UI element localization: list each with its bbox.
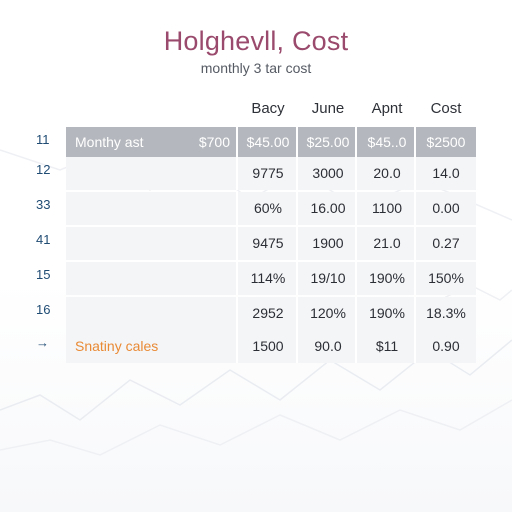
cell-divider xyxy=(355,192,357,225)
table-cell: $25.00 xyxy=(306,134,350,150)
header-row xyxy=(66,127,476,157)
table-cell: 20.0 xyxy=(373,165,401,181)
table-cell: 190% xyxy=(369,270,405,286)
table-cell: 1100 xyxy=(371,200,403,216)
column-header: Cost xyxy=(430,100,462,117)
table-cell: 9775 xyxy=(252,165,284,181)
row-number: 41 xyxy=(36,232,51,247)
cell-divider xyxy=(355,297,357,330)
column-header: Apnt xyxy=(371,100,403,117)
cell-divider xyxy=(236,127,238,157)
table-cell: 9475 xyxy=(252,235,284,251)
cell-divider xyxy=(414,227,416,260)
row-label: Monthy ast xyxy=(75,134,144,150)
table-cell: 150% xyxy=(428,270,464,286)
cell-divider xyxy=(414,330,416,363)
cell-divider xyxy=(355,127,357,157)
table-cell: 18.3% xyxy=(426,305,466,321)
cell-divider xyxy=(355,227,357,260)
row-number: 33 xyxy=(36,197,51,212)
table-cell: 114% xyxy=(250,270,286,286)
cell-divider xyxy=(296,157,298,190)
chart-title: Holghevll, Cost xyxy=(163,26,349,56)
cell-divider xyxy=(296,262,298,295)
table-cell: 0.90 xyxy=(432,338,460,354)
chart-subtitle: monthly 3 tar cost xyxy=(200,60,312,76)
table-row xyxy=(66,227,476,260)
row-number: 12 xyxy=(36,162,51,177)
cell-divider xyxy=(296,330,298,363)
table-row xyxy=(66,157,476,190)
row-label: Snatiny cales xyxy=(75,338,159,354)
cell-divider xyxy=(236,297,238,330)
table-cell: 19/10 xyxy=(310,270,346,286)
cell-divider xyxy=(236,262,238,295)
cell-divider xyxy=(414,192,416,225)
table-cell: $45..0 xyxy=(367,134,407,150)
table-cell: 21.0 xyxy=(373,235,401,251)
cell-divider xyxy=(236,192,238,225)
cell-divider xyxy=(414,262,416,295)
cell-divider xyxy=(355,157,357,190)
table-cell: 14.0 xyxy=(432,165,460,181)
table-cell: 0.27 xyxy=(432,235,460,251)
cell-divider xyxy=(296,192,298,225)
table-cell: 190% xyxy=(369,305,405,321)
table-cell: $45.00 xyxy=(246,134,290,150)
column-header: June xyxy=(311,100,345,117)
table-row xyxy=(66,262,476,295)
row-number: → xyxy=(36,335,49,350)
cell-divider xyxy=(355,330,357,363)
row-number: 11 xyxy=(36,132,50,147)
table-cell: 90.0 xyxy=(314,338,342,354)
table-cell: 1900 xyxy=(312,235,344,251)
cell-divider xyxy=(296,297,298,330)
cell-divider xyxy=(414,157,416,190)
cell-divider xyxy=(414,127,416,157)
cell-divider xyxy=(296,127,298,157)
table-cell: $2500 xyxy=(426,134,466,150)
table-row xyxy=(66,297,476,330)
table-cell: 60% xyxy=(253,200,283,216)
table-cell: 120% xyxy=(310,305,346,321)
cell-divider xyxy=(355,262,357,295)
table-row xyxy=(66,192,476,225)
row-prefix-value: $700 xyxy=(198,134,230,150)
table-cell: 2952 xyxy=(252,305,284,321)
table-cell: 0.00 xyxy=(432,200,460,216)
cell-divider xyxy=(236,227,238,260)
row-number: 16 xyxy=(36,302,51,317)
cell-divider xyxy=(236,330,238,363)
cell-divider xyxy=(236,157,238,190)
cell-divider xyxy=(414,297,416,330)
table-cell: 16.00 xyxy=(310,200,346,216)
cell-divider xyxy=(296,227,298,260)
table-cell: 1500 xyxy=(252,338,284,354)
row-number: 15 xyxy=(36,267,51,282)
column-header: Bacy xyxy=(251,100,285,117)
table-cell: $11 xyxy=(375,338,399,354)
table-row xyxy=(66,330,476,363)
table-cell: 3000 xyxy=(312,165,344,181)
